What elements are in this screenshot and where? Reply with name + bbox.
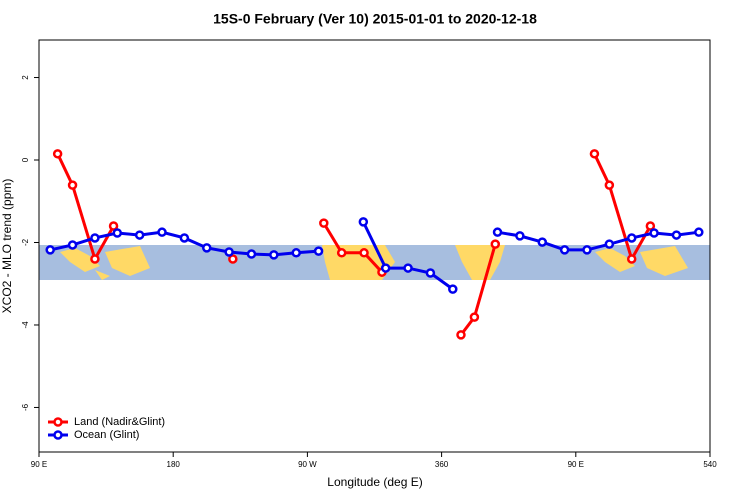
point (403, 263, 413, 273)
point (319, 218, 329, 228)
point (671, 230, 682, 240)
point (380, 263, 391, 273)
point (45, 245, 55, 255)
point (134, 230, 145, 240)
legend-label: Land (Nadir&Glint) (74, 416, 165, 428)
point (559, 245, 570, 255)
point (224, 247, 234, 257)
y-tick-label: 0 (21, 157, 30, 162)
land-patch (60, 246, 150, 280)
point (425, 268, 436, 278)
plot-frame (38, 39, 711, 453)
y-tick-label: -2 (21, 238, 30, 246)
point (336, 248, 347, 258)
x-tick-label: 90 E (568, 460, 584, 469)
point (228, 254, 238, 264)
point (52, 149, 63, 159)
land-patch (595, 246, 688, 276)
x-tick-label: 360 (435, 460, 449, 469)
x-tick-label: 90 E (31, 460, 47, 469)
chart-title: 15S-0 February (Ver 10) 2015-01-01 to 20… (213, 11, 537, 27)
point (291, 248, 301, 258)
point (179, 233, 190, 243)
point (246, 249, 257, 259)
point (589, 149, 600, 159)
x-axis-label: Longitude (deg E) (327, 475, 422, 489)
y-tick-label: -6 (21, 403, 30, 411)
y-tick-label: -4 (21, 321, 30, 329)
x-tick-label: 90 W (298, 460, 317, 469)
legend-label: Ocean (Glint) (74, 429, 139, 441)
point (313, 246, 324, 256)
point (448, 284, 458, 294)
point (694, 227, 704, 237)
point (582, 245, 592, 255)
legend-marker (53, 430, 63, 440)
point (604, 180, 615, 190)
point (469, 312, 480, 322)
x-tick-label: 540 (703, 460, 717, 469)
point (626, 254, 637, 264)
point (202, 243, 212, 253)
point (108, 221, 119, 231)
point (537, 237, 547, 247)
point (67, 240, 78, 250)
point (456, 330, 466, 340)
point (359, 248, 369, 258)
y-axis-label: XCO2 - MLO trend (ppm) (0, 179, 14, 314)
series-line (56, 153, 652, 336)
point (157, 227, 167, 237)
x-tick-label: 180 (167, 460, 181, 469)
y-tick-label: 2 (21, 75, 30, 80)
point (358, 217, 369, 227)
point (112, 228, 123, 238)
point (626, 233, 637, 243)
point (649, 228, 659, 238)
point (90, 254, 100, 264)
point (269, 250, 279, 260)
point (67, 180, 78, 190)
point (645, 221, 656, 231)
point (90, 233, 100, 243)
point (492, 227, 503, 237)
point (515, 231, 525, 241)
legend-marker (53, 417, 63, 427)
point (490, 239, 501, 249)
point (604, 239, 615, 249)
